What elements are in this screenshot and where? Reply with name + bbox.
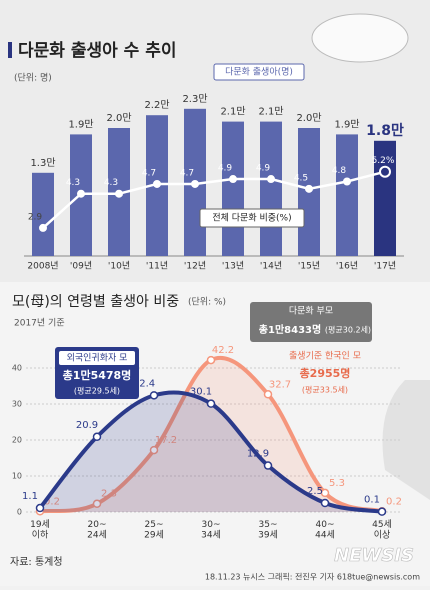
series-total: 총1만5478명 — [63, 368, 132, 382]
x-tick-label: 2008년 — [27, 261, 58, 272]
chart-title: 다문화 출생아 수 추이 — [18, 41, 177, 61]
y-tick-label: 10 — [12, 472, 22, 481]
total-box-total: 총1만8433명 — [259, 323, 321, 336]
y-tick-label: 30 — [12, 400, 22, 409]
x-tick-label: 25~29세 — [144, 520, 164, 540]
chart-title: 모(母)의 연령별 출생아 비중 — [12, 294, 179, 310]
line-point — [94, 433, 101, 440]
line-point — [306, 186, 312, 192]
x-tick-label: '11년 — [146, 261, 168, 272]
title-marker — [8, 42, 12, 58]
line-point — [322, 500, 329, 507]
value-label: 5.2% — [372, 156, 395, 166]
subtitle: 2017년 기준 — [14, 318, 65, 329]
line-point — [154, 181, 160, 187]
line-point — [265, 391, 272, 398]
value-label: 30.1 — [190, 387, 212, 398]
value-label: 0.1 — [364, 495, 380, 506]
x-tick-label: '09년 — [70, 261, 92, 272]
value-label: 2.9 — [28, 212, 43, 222]
x-tick-label: '17년 — [374, 261, 396, 272]
x-tick-label: '15년 — [298, 261, 320, 272]
value-label: 4.5 — [294, 173, 308, 183]
bar — [222, 122, 244, 256]
line-point — [192, 181, 198, 187]
line-point — [379, 508, 386, 515]
unit-label: (단위: 명) — [14, 73, 52, 84]
series-average: (평균29.5세) — [74, 386, 120, 396]
x-tick-label: '14년 — [260, 261, 282, 272]
bar — [336, 134, 358, 256]
value-label: 42.2 — [212, 345, 234, 356]
line-point — [208, 357, 215, 364]
value-label: 4.3 — [66, 178, 80, 188]
y-tick-label: 20 — [12, 436, 22, 445]
line-point — [37, 505, 44, 512]
value-label: 4.9 — [256, 164, 271, 174]
value-label: 2.3만 — [182, 93, 207, 105]
baby-illustration — [312, 14, 408, 62]
line-point — [116, 191, 122, 197]
value-label: 5.3 — [329, 478, 345, 489]
value-label: 4.8 — [332, 166, 347, 176]
value-label: 12.9 — [247, 449, 269, 460]
x-tick-label: '16년 — [336, 261, 358, 272]
legend-label: 다문화 출생아(명) — [225, 67, 293, 78]
value-label: 2.0만 — [106, 112, 131, 124]
series-average: (평균33.5세) — [302, 385, 348, 395]
x-tick-label: '10년 — [108, 261, 130, 272]
series-name: 출생기준 한국인 모 — [289, 351, 361, 362]
value-label: 1.1 — [22, 491, 38, 502]
line-point — [78, 191, 84, 197]
x-tick-label: 20~24세 — [87, 520, 107, 540]
x-tick-label: '13년 — [222, 261, 244, 272]
value-label: 1.8만 — [366, 123, 404, 139]
line-point — [230, 176, 236, 182]
value-label: 1.9만 — [68, 118, 93, 130]
line-point — [40, 225, 46, 231]
value-label: 4.7 — [142, 168, 156, 178]
value-label: 2.0만 — [296, 112, 321, 124]
line-point — [344, 178, 350, 184]
value-label: 0.2 — [386, 496, 402, 507]
unit-label: (단위: %) — [188, 297, 226, 308]
bar — [260, 122, 282, 256]
line-point — [208, 400, 215, 407]
logo: NEWSIS — [334, 545, 414, 566]
value-label: 1.9만 — [334, 118, 359, 130]
value-label: 2.5 — [307, 486, 323, 497]
total-box-average: (평균30.2세) — [325, 325, 371, 335]
series-total: 총2955명 — [300, 366, 351, 380]
value-label: 4.3 — [104, 178, 118, 188]
legend: 전체 다문화 비중(%) — [200, 209, 304, 227]
value-label: 4.7 — [180, 168, 194, 178]
x-tick-label: 35~39세 — [258, 520, 278, 540]
source: 자료: 통계청 — [10, 556, 63, 568]
line-point — [380, 167, 390, 177]
value-label: 20.9 — [76, 420, 98, 431]
value-label: 4.9 — [218, 164, 233, 174]
y-tick-label: 0 — [17, 508, 22, 517]
line-point — [268, 176, 274, 182]
line-point — [265, 462, 272, 469]
value-label: 2.1만 — [220, 106, 245, 118]
credit: 18.11.23 뉴시스 그래픽: 전진우 기자 618tue@newsis.c… — [205, 572, 420, 582]
line-point — [151, 392, 158, 399]
value-label: 2.1만 — [258, 106, 283, 118]
value-label: 32.7 — [269, 379, 291, 390]
x-tick-label: '12년 — [184, 261, 206, 272]
value-label: 2.2만 — [144, 99, 169, 111]
total-box-title: 다문화 부모 — [289, 306, 333, 317]
y-tick-label: 40 — [12, 364, 22, 373]
series-name: 외국인귀화자 모 — [67, 352, 128, 364]
x-tick-label: 40~44세 — [315, 520, 335, 540]
x-tick-label: 30~34세 — [201, 520, 221, 540]
legend-label: 전체 다문화 비중(%) — [212, 213, 291, 224]
value-label: 1.3만 — [30, 157, 55, 169]
